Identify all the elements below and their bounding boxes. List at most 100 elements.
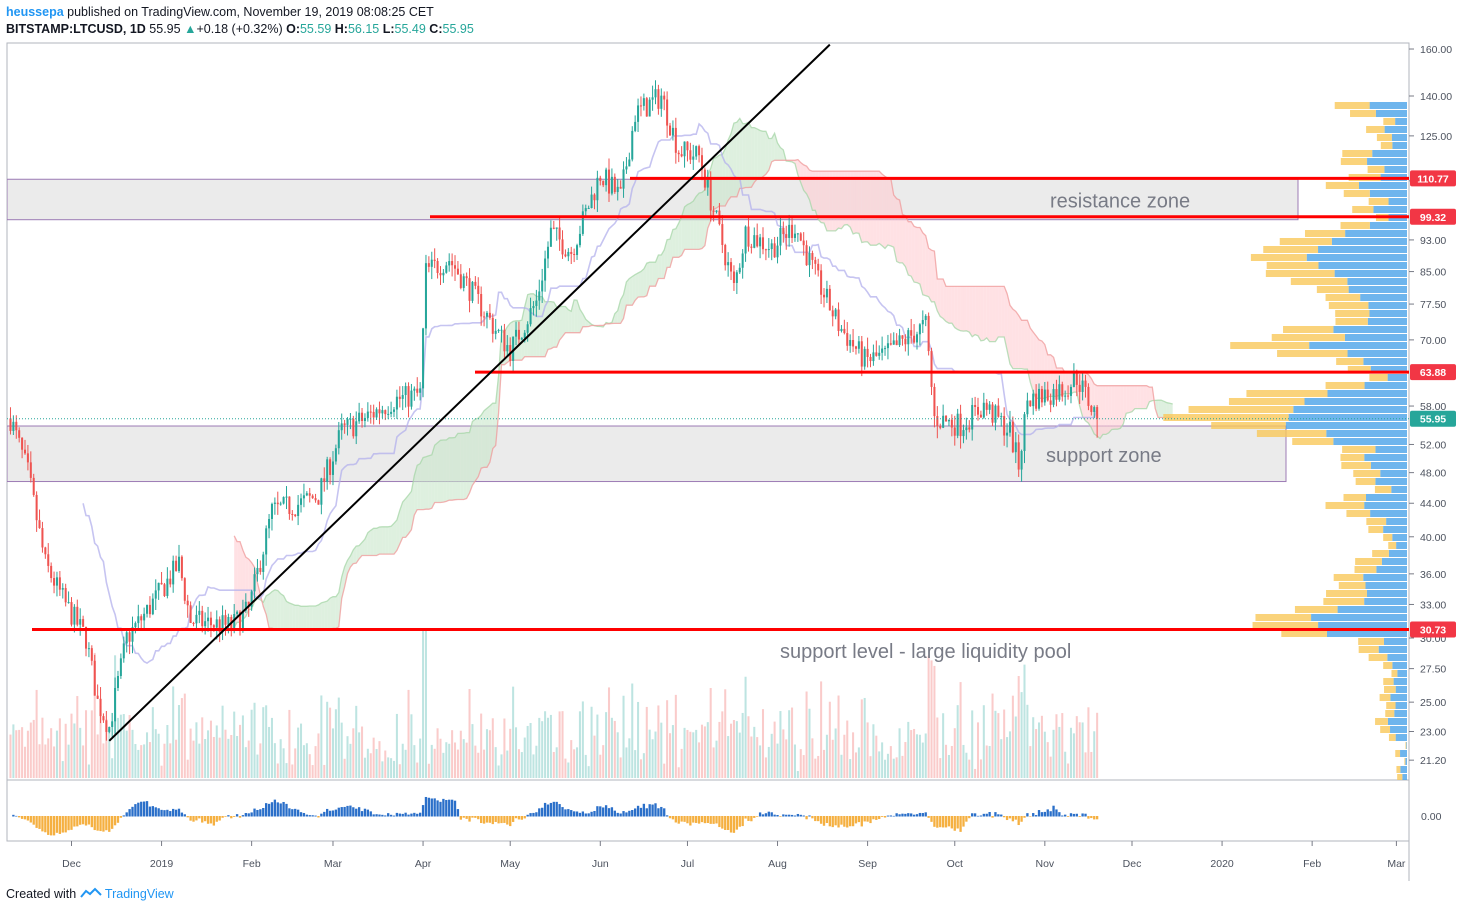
volume-bar	[852, 732, 855, 778]
cloud-segment	[905, 215, 909, 276]
volume-profile-down-bar	[1325, 382, 1365, 389]
candle-body	[311, 495, 314, 499]
oscillator-bar	[427, 797, 431, 817]
volume-bar	[503, 718, 506, 778]
x-tick-label: Oct	[947, 858, 963, 870]
volume-bar	[947, 754, 950, 778]
candle-body	[477, 285, 480, 295]
price-tag[interactable]	[1410, 208, 1456, 225]
oscillator-bar	[773, 814, 776, 817]
oscillator-bar	[172, 808, 175, 817]
candle-body	[895, 340, 898, 346]
cloud-segment	[286, 601, 290, 630]
oscillator-bar	[715, 816, 718, 824]
volume-bar	[1087, 707, 1090, 778]
oscillator-bar	[1069, 813, 1073, 817]
low-label: L:	[382, 22, 395, 36]
volume-profile-up-bar	[1400, 750, 1407, 757]
volume-bar	[53, 746, 56, 778]
oscillator-bar	[148, 806, 152, 817]
price-tag[interactable]	[1410, 364, 1456, 381]
price-tag[interactable]	[1410, 170, 1456, 187]
volume-bar	[311, 765, 314, 778]
volume-bar	[363, 757, 366, 778]
oscillator-bar	[317, 816, 320, 818]
cloud-segment	[1004, 286, 1008, 351]
candle-body	[651, 97, 654, 100]
oscillator-bar	[889, 815, 893, 817]
oscillator-bar	[424, 796, 428, 817]
oscillator-bar	[102, 816, 105, 832]
volume-profile-up-bar	[1392, 142, 1407, 149]
oscillator-bar	[895, 813, 898, 817]
candle-body	[282, 497, 285, 504]
oscillator-bar	[1014, 816, 1017, 820]
candle-body	[378, 409, 381, 414]
oscillator-bar	[294, 808, 297, 817]
volume-bar	[346, 736, 349, 778]
volume-bar	[453, 742, 457, 778]
oscillator-bar	[936, 816, 939, 828]
candle-body	[276, 502, 279, 505]
volume-profile-up-bar	[1378, 646, 1407, 653]
oscillator-bar	[244, 813, 247, 817]
volume-bar	[58, 718, 61, 778]
candle-body	[578, 233, 581, 246]
volume-bar	[546, 717, 550, 778]
zone-resistance[interactable]	[7, 178, 1299, 221]
cloud-segment	[449, 437, 453, 501]
candle-body	[453, 265, 457, 269]
candle-body	[782, 228, 785, 235]
volume-bar	[361, 726, 364, 778]
high-label: H:	[334, 22, 348, 36]
volume-profile-up-bar	[1394, 710, 1407, 717]
cloud-segment	[815, 171, 819, 220]
author-name[interactable]: heussepa	[6, 5, 64, 19]
oscillator-bar	[971, 813, 974, 817]
volume-profile-down-bar	[1340, 222, 1370, 229]
candle-body	[669, 125, 672, 136]
volume-bar	[279, 739, 282, 778]
oscillator-bar	[802, 815, 805, 817]
price-tag[interactable]	[1410, 621, 1456, 638]
oscillator-bar	[692, 816, 695, 823]
volume-profile-up-bar	[1364, 598, 1407, 605]
candle-body	[285, 496, 288, 498]
volume-profile-down-bar	[1397, 774, 1403, 780]
cloud-segment	[876, 171, 880, 246]
candle-body	[157, 582, 160, 591]
trendline[interactable]	[108, 43, 831, 742]
candle-body	[558, 227, 561, 240]
oscillator-bar	[851, 816, 855, 827]
zone-support[interactable]	[7, 425, 1287, 483]
candle-body	[881, 348, 884, 353]
candle-body	[709, 178, 712, 211]
volume-bar	[1093, 731, 1096, 778]
cloud-segment	[632, 274, 636, 306]
volume-bar	[32, 719, 35, 778]
candle-body	[526, 324, 529, 333]
volume-bar	[724, 689, 727, 778]
volume-profile-down-bar	[1341, 462, 1371, 469]
volume-bar	[732, 720, 735, 778]
tradingview-brand[interactable]: TradingView	[104, 887, 174, 901]
volume-bar	[430, 744, 433, 778]
candle-body	[959, 413, 962, 437]
candle-body	[788, 224, 791, 238]
cloud-segment	[980, 286, 984, 341]
price-tag[interactable]	[1410, 410, 1456, 427]
volume-bar	[610, 717, 613, 778]
oscillator-bar	[1061, 815, 1064, 817]
cloud-segment	[1129, 385, 1132, 413]
volume-bar	[820, 681, 823, 778]
oscillator-bar	[787, 814, 791, 817]
oscillator-bar	[84, 816, 88, 826]
cloud-segment	[643, 263, 647, 297]
candle-body	[102, 716, 105, 721]
candle-body	[892, 340, 895, 345]
candle-body	[204, 621, 207, 627]
candle-body	[334, 448, 337, 462]
oscillator-bar	[273, 799, 277, 817]
volume-bar	[76, 696, 79, 778]
